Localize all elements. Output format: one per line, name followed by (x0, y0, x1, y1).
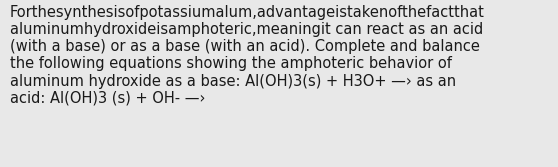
Text: Forthesynthesisofpotassiumalum,advantageistakenofthefactthat
aluminumhydroxideis: Forthesynthesisofpotassiumalum,advantage… (10, 5, 485, 106)
